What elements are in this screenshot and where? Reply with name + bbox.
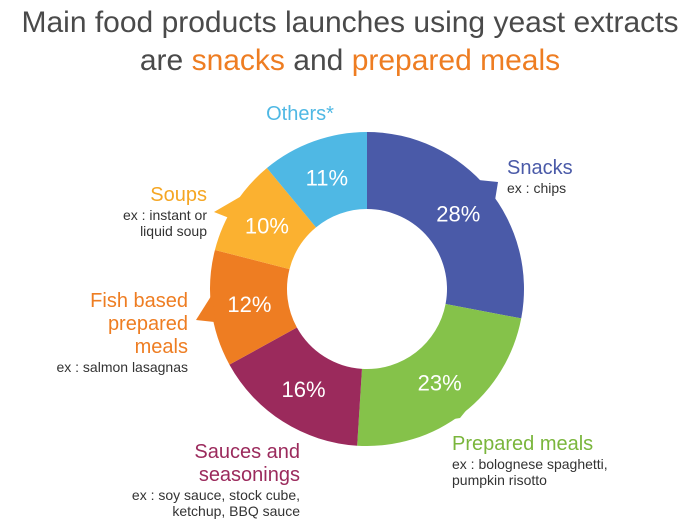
title-line-2: are snacks and prepared meals <box>0 42 700 80</box>
slice-label-soups: 10% <box>245 214 289 239</box>
chart-title: Main food products launches using yeast … <box>0 4 700 80</box>
slice-snacks <box>367 132 525 319</box>
title-highlight-snacks: snacks <box>191 44 285 77</box>
legend-others-name: Others* <box>266 103 334 125</box>
legend-prepared-meals-name: Prepared meals <box>452 433 594 455</box>
slice-label-prepared-meals: 23% <box>418 371 462 396</box>
legend-others: Others* <box>240 103 360 126</box>
slice-label-sauces-and-seasonings: 16% <box>281 377 325 402</box>
callout-pointer-snacks <box>477 179 498 202</box>
callout-pointer-others <box>301 139 328 150</box>
legend-snacks-example: ex : chips <box>507 180 567 196</box>
legend-prepared-meals: Prepared meals ex : bolognese spaghetti,… <box>452 433 672 488</box>
legend-snacks-name: Snacks <box>507 157 573 179</box>
legend-snacks: Snacks ex : chips <box>507 157 573 196</box>
slice-prepared-meals <box>357 303 522 446</box>
slice-sauces-and-seasonings <box>229 327 362 446</box>
slice-label-snacks: 28% <box>436 201 480 226</box>
slice-label-others: 11% <box>306 166 348 191</box>
legend-fish: Fish based prepared meals ex : salmon la… <box>10 290 188 375</box>
legend-fish-name: Fish based prepared meals <box>90 290 188 358</box>
legend-sauces-name: Sauces and seasonings <box>194 441 300 486</box>
legend-sauces: Sauces and seasonings ex : soy sauce, st… <box>120 441 300 519</box>
title-highlight-prepared-meals: prepared meals <box>351 44 561 77</box>
slice-label-fish-based-prepared-meals: 12% <box>227 292 271 317</box>
slice-soups <box>214 168 317 270</box>
callout-pointer-soups <box>214 194 245 219</box>
legend-fish-example: ex : salmon lasagnas <box>56 359 188 375</box>
slice-fish-based-prepared-meals <box>210 249 297 365</box>
callout-pointer-prepared-meals <box>450 402 473 420</box>
legend-soups-name: Soups <box>150 184 207 206</box>
legend-soups: Soups ex : instant or liquid soup <box>95 184 207 239</box>
callout-pointer-fish-based-prepared-meals <box>196 294 216 323</box>
title-word-are: are <box>139 44 184 77</box>
callout-pointer-sauces-and-seasonings <box>272 411 297 427</box>
legend-soups-example: ex : instant or liquid soup <box>122 207 207 240</box>
legend-prepared-meals-example: ex : bolognese spaghetti, pumpkin risott… <box>452 456 608 489</box>
slice-others <box>266 132 367 228</box>
title-line-1: Main food products launches using yeast … <box>21 6 679 39</box>
title-word-and: and <box>293 44 344 77</box>
legend-sauces-example: ex : soy sauce, stock cube, ketchup, BBQ… <box>131 487 300 520</box>
